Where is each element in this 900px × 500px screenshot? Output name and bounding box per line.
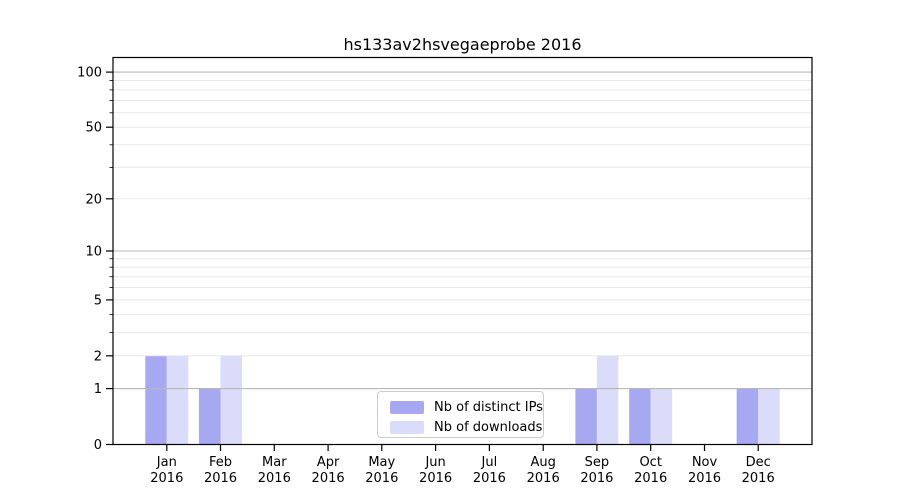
legend-item-downloads: Nb of downloads (390, 417, 542, 437)
x-tick-label-year: 2016 (634, 471, 667, 486)
y-tick-label: 100 (77, 66, 102, 81)
x-tick-label-year: 2016 (365, 471, 398, 486)
bar-oct-s0 (629, 388, 651, 445)
x-tick-label-month: Dec (746, 455, 771, 470)
bar-jan-s1 (166, 355, 189, 445)
x-tick-label-year: 2016 (312, 471, 345, 486)
x-tick-label-year: 2016 (473, 471, 506, 486)
bars-group (145, 355, 780, 445)
legend-swatch-downloads (390, 420, 424, 434)
y-tick-label: 20 (85, 192, 102, 207)
bar-sep-s0 (575, 388, 597, 445)
bar-feb-s1 (220, 355, 242, 445)
bar-sep-s1 (596, 355, 619, 445)
y-axis-group: 0 1 2 5 10 20 50 100 (77, 66, 113, 453)
x-tick-label-month: Apr (317, 455, 340, 470)
bar-jan-s0 (145, 355, 167, 445)
x-tick-label-year: 2016 (419, 471, 452, 486)
x-axis-group: Jan2016Feb2016Mar2016Apr2016May2016Jun20… (150, 444, 775, 486)
y-tick-label: 5 (94, 293, 102, 308)
x-tick-label-year: 2016 (527, 471, 560, 486)
chart-title: hs133av2hsvegaeprobe 2016 (343, 35, 582, 54)
y-tick-label: 50 (85, 121, 102, 136)
x-tick-label-month: Oct (639, 455, 661, 470)
x-tick-label-month: Mar (262, 455, 287, 470)
x-tick-label-month: Aug (531, 455, 556, 470)
bar-dec-s1 (758, 388, 780, 445)
bar-feb-s0 (199, 388, 221, 445)
x-tick-label-month: Feb (209, 455, 232, 470)
legend-item-distinct-ips: Nb of distinct IPs (390, 397, 543, 417)
x-tick-label-month: Jul (481, 455, 498, 470)
bar-oct-s1 (650, 388, 673, 445)
y-tick-label: 1 (94, 382, 102, 397)
y-tick-label: 10 (85, 245, 102, 260)
x-tick-label-month: May (368, 455, 395, 470)
x-tick-label-year: 2016 (204, 471, 237, 486)
x-tick-label-year: 2016 (742, 471, 775, 486)
gridlines-group (113, 71, 812, 390)
x-tick-label-month: Sep (585, 455, 610, 470)
x-tick-label-month: Nov (692, 455, 718, 470)
legend-label-downloads: Nb of downloads (434, 419, 543, 435)
x-tick-label-year: 2016 (150, 471, 183, 486)
legend: Nb of distinct IPs Nb of downloads (377, 391, 544, 438)
legend-swatch-distinct-ips (390, 400, 424, 414)
x-tick-label-year: 2016 (688, 471, 721, 486)
x-tick-label-month: Jan (156, 455, 177, 470)
bar-dec-s0 (736, 388, 759, 445)
legend-label-distinct-ips: Nb of distinct IPs (434, 399, 543, 415)
x-tick-label-year: 2016 (258, 471, 291, 486)
x-tick-label-year: 2016 (580, 471, 613, 486)
y-tick-label: 0 (94, 438, 102, 453)
x-tick-label-month: Jun (424, 455, 445, 470)
y-tick-label: 2 (94, 349, 102, 364)
